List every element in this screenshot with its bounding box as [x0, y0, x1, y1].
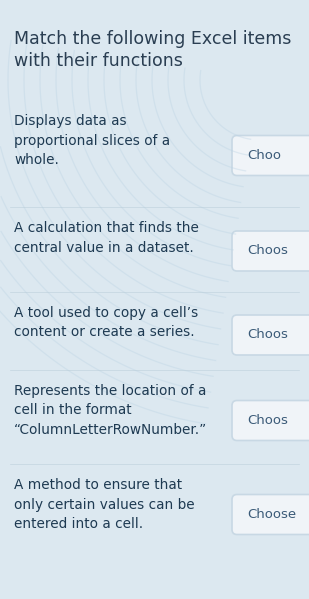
FancyBboxPatch shape: [232, 135, 309, 176]
Text: Choo: Choo: [247, 149, 281, 162]
Text: with their functions: with their functions: [14, 52, 183, 70]
Text: Choose: Choose: [247, 508, 296, 521]
Text: A calculation that finds the
central value in a dataset.: A calculation that finds the central val…: [14, 221, 199, 255]
Text: Represents the location of a
cell in the format
“ColumnLetterRowNumber.”: Represents the location of a cell in the…: [14, 384, 207, 437]
Text: Match the following Excel items: Match the following Excel items: [14, 30, 291, 48]
FancyBboxPatch shape: [232, 495, 309, 534]
Text: A method to ensure that
only certain values can be
entered into a cell.: A method to ensure that only certain val…: [14, 478, 195, 531]
Text: Choos: Choos: [247, 328, 288, 341]
Text: A tool used to copy a cell’s
content or create a series.: A tool used to copy a cell’s content or …: [14, 306, 198, 340]
Text: Choos: Choos: [247, 244, 288, 258]
Text: Displays data as
proportional slices of a
whole.: Displays data as proportional slices of …: [14, 114, 170, 167]
FancyBboxPatch shape: [232, 401, 309, 440]
Text: Choos: Choos: [247, 414, 288, 427]
FancyBboxPatch shape: [232, 315, 309, 355]
FancyBboxPatch shape: [232, 231, 309, 271]
